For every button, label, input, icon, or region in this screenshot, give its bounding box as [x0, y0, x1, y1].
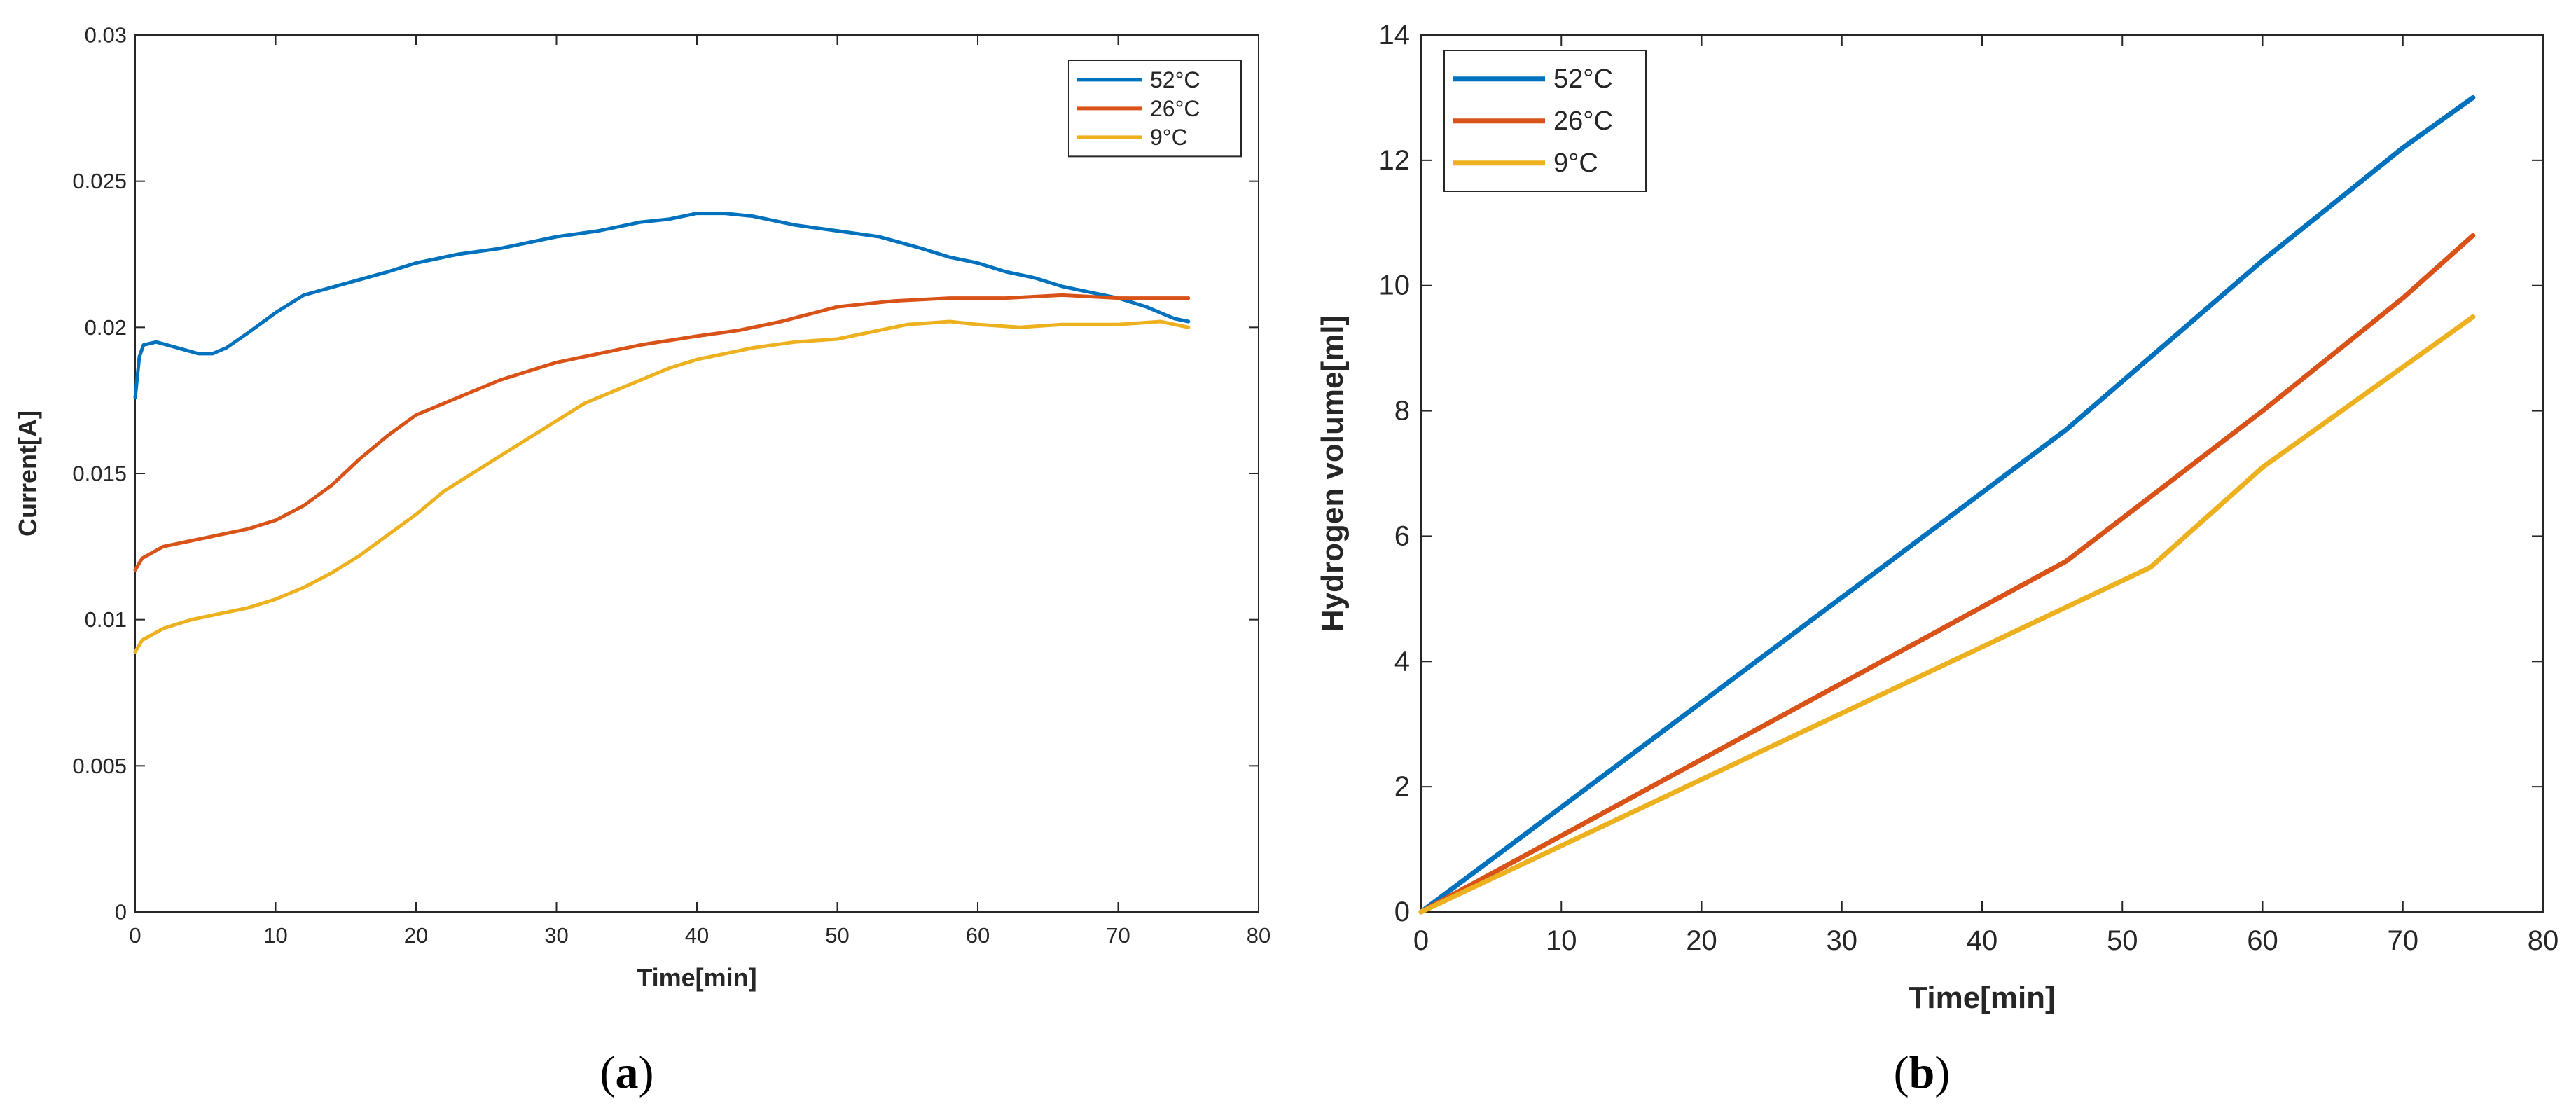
chart-a-x-tick-label: 20: [404, 923, 428, 948]
chart-b-panel-label: (b): [1894, 1047, 1951, 1098]
chart-b-series-line-0: [1418, 95, 2476, 915]
chart-a-plot-area: [134, 34, 1259, 913]
chart-a-y-tick-label: 0.015: [72, 462, 127, 486]
chart-b-x-axis-label: Time[min]: [1909, 981, 2055, 1015]
chart-b-x-tick-label: 80: [2528, 925, 2559, 956]
chart-a-legend-label-1: 26°C: [1150, 96, 1200, 121]
chart-b-x-tick-label: 10: [1546, 925, 1577, 956]
chart-b-x-tick-label: 60: [2247, 925, 2278, 956]
chart-b-x-tick-label: 70: [2388, 925, 2419, 956]
chart-b-y-ticks: 0 2 4 6 8 10 12 14: [1379, 20, 2543, 927]
chart-b-x-tick-label: 40: [1967, 925, 1998, 956]
chart-b-legend: 52°C 26°C 9°C: [1443, 50, 1647, 192]
chart-a-x-tick-label: 60: [966, 923, 990, 948]
chart-a-x-axis-label: Time[min]: [637, 963, 756, 992]
chart-a-legend: 52°C 26°C 9°C: [1068, 60, 1242, 158]
chart-a-x-tick-label: 40: [685, 923, 709, 948]
chart-a-series-line-2: [133, 319, 1191, 654]
chart-b-y-tick-label: 2: [1394, 771, 1410, 802]
chart-a-panel-label: (a): [600, 1047, 654, 1098]
chart-a-current-vs-time: 0 10 20 30 40 50 60 70 80 0 0.005 0.01 0.015 0.02 0.0…: [13, 23, 1270, 1099]
chart-b-y-tick-label: 10: [1379, 270, 1411, 301]
chart-a-x-tick-label: 50: [825, 923, 849, 948]
chart-b-y-tick-label: 4: [1394, 646, 1410, 677]
chart-a-y-tick-label: 0.01: [85, 607, 127, 632]
chart-b-legend-label-1: 26°C: [1553, 106, 1613, 136]
chart-b-y-axis-label: Hydrogen volume[ml]: [1315, 315, 1350, 632]
chart-a-y-tick-label: 0.005: [72, 754, 127, 778]
chart-a-x-ticks: 0 10 20 30 40 50 60 70 80: [129, 35, 1270, 948]
chart-b-series-line-2: [1418, 314, 2476, 915]
chart-b-x-tick-label: 0: [1413, 925, 1429, 956]
chart-a-y-tick-label: 0: [115, 900, 127, 925]
chart-a-x-tick-label: 70: [1106, 923, 1130, 948]
chart-a-y-tick-label: 0.03: [85, 23, 127, 48]
chart-a-y-axis-label: Current[A]: [13, 410, 42, 537]
chart-a-x-tick-label: 0: [129, 923, 141, 948]
chart-b-series: [1418, 95, 2476, 915]
chart-a-series-line-1: [133, 293, 1191, 572]
chart-a-y-tick-label: 0.025: [72, 169, 127, 193]
chart-a-x-tick-label: 30: [544, 923, 568, 948]
chart-a-series-line-0: [133, 212, 1191, 399]
chart-b-x-ticks: 0 10 20 30 40 50 60 70 80: [1413, 35, 2558, 956]
chart-b-x-tick-label: 20: [1686, 925, 1717, 956]
chart-b-y-tick-label: 0: [1394, 897, 1410, 927]
chart-a-legend-label-2: 9°C: [1150, 125, 1188, 150]
chart-a-legend-label-0: 52°C: [1150, 67, 1200, 92]
chart-a-y-ticks: 0 0.005 0.01 0.015 0.02 0.025 0.03: [72, 23, 1259, 925]
chart-b-series-line-1: [1418, 233, 2476, 915]
chart-b-y-tick-label: 14: [1379, 20, 1411, 50]
chart-a-x-tick-label: 80: [1247, 923, 1270, 948]
chart-a-x-tick-label: 10: [263, 923, 287, 948]
chart-b-y-tick-label: 12: [1379, 145, 1411, 176]
chart-b-y-tick-label: 8: [1394, 396, 1410, 427]
chart-a-y-tick-label: 0.02: [85, 315, 127, 340]
chart-b-x-tick-label: 30: [1827, 925, 1858, 956]
chart-b-x-tick-label: 50: [2107, 925, 2138, 956]
chart-a-series: [133, 212, 1191, 654]
chart-b-y-tick-label: 6: [1394, 520, 1410, 551]
chart-b-legend-label-2: 9°C: [1553, 148, 1598, 178]
chart-b-legend-label-0: 52°C: [1553, 64, 1613, 94]
